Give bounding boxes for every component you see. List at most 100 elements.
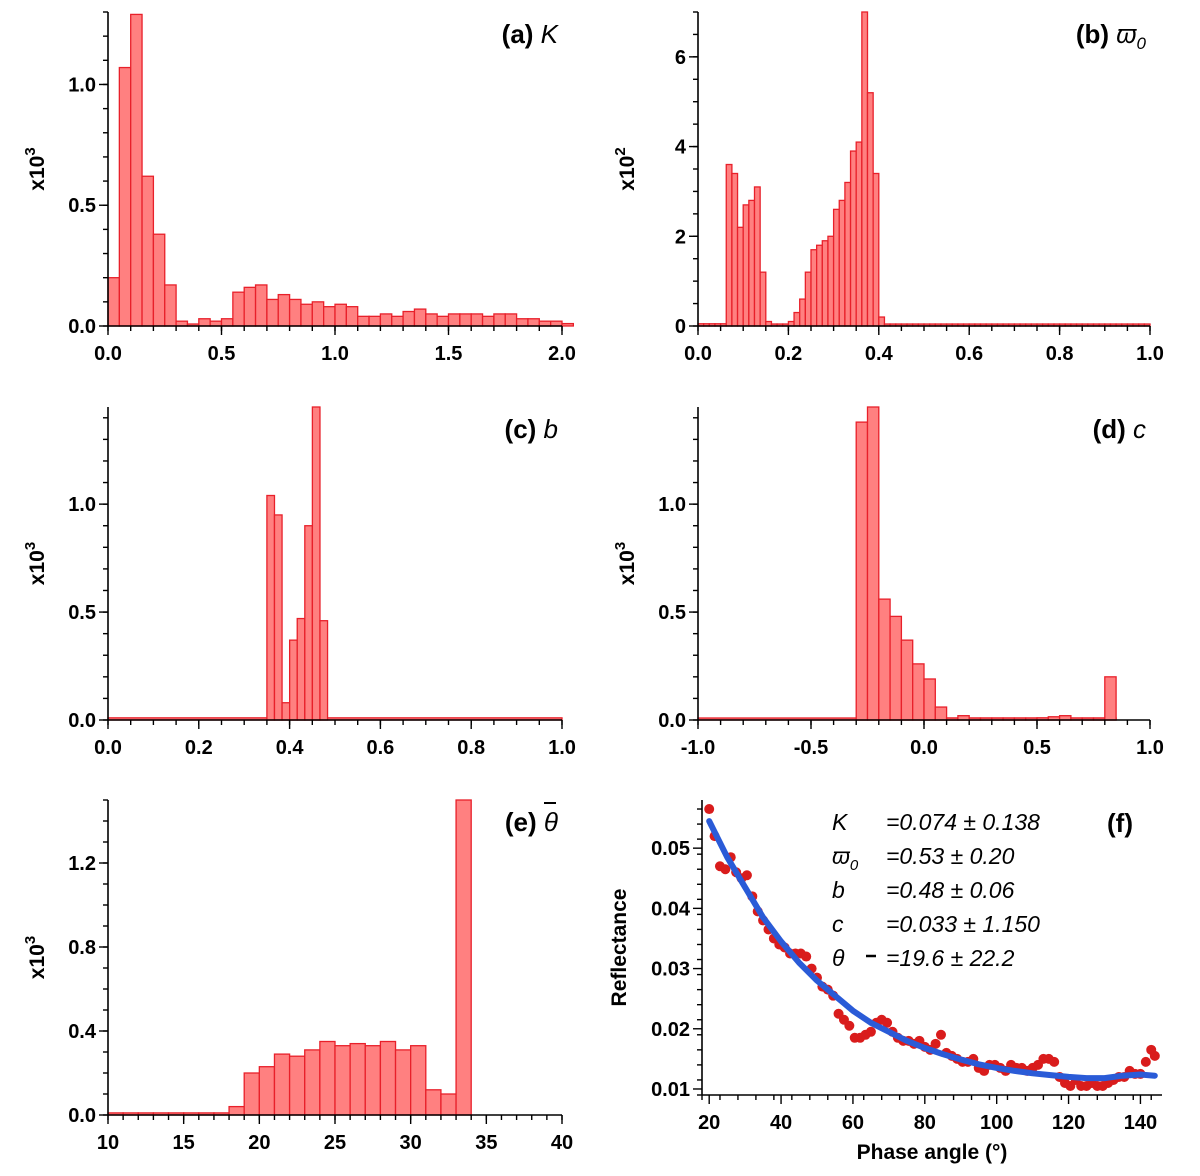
histogram-bar (357, 315, 370, 327)
x-tick-label: 20 (698, 1112, 720, 1134)
histogram-bar (322, 306, 336, 327)
histogram-bar (394, 1049, 412, 1116)
histogram-bar (816, 244, 823, 327)
x-tick-label: 15 (173, 1132, 195, 1154)
y-multiplier-label: x103 (22, 542, 49, 585)
x-tick-label: 0.5 (208, 343, 236, 365)
x-tick-label: 35 (475, 1132, 497, 1154)
histogram-bar (364, 1045, 382, 1116)
histogram-bar (243, 286, 257, 327)
data-point (720, 864, 731, 875)
histogram-bar (878, 316, 886, 327)
histogram-bar (425, 313, 438, 327)
histogram-bar (849, 150, 857, 327)
panel-title: (c) b (505, 414, 558, 444)
histogram-bar (455, 799, 472, 1116)
histogram-bar (118, 66, 132, 327)
param-value: =19.6 ± 22.2 (886, 945, 1015, 971)
panel-c: 0.0 0.2 0.4 0.6 0.8 1.0 0.0 0.5 1.0 x103 (c) b (22, 406, 576, 759)
x-tick-label: 0.6 (955, 343, 983, 365)
histogram-bar (243, 1072, 260, 1116)
x-tick-label: 0.8 (457, 737, 485, 759)
histogram-bar (447, 313, 461, 327)
histogram-bar (753, 186, 761, 327)
y-tick-label: 1.2 (68, 853, 96, 875)
panel-title: (e) θ (505, 807, 558, 837)
histogram-bar (288, 298, 302, 327)
histogram-bar (493, 313, 506, 327)
fit-curve (706, 818, 1158, 1082)
y-tick-label: 1.0 (658, 494, 686, 516)
histogram-bar (413, 308, 427, 327)
y-multiplier-label: x103 (22, 147, 49, 190)
histogram-bar (304, 525, 314, 721)
histogram-bar (266, 494, 276, 721)
panel-e: 10 15 20 25 30 35 40 0.0 0.4 0.8 1.2 x103 (e) θ (22, 799, 573, 1154)
histogram-bar (141, 175, 155, 327)
y-axis-title: Reflectance (608, 889, 631, 1007)
data-point (1049, 1056, 1060, 1067)
histogram-bar (164, 284, 177, 327)
x-tick-label: 0.4 (865, 343, 894, 365)
x-tick-label: 20 (248, 1132, 270, 1154)
y-tick-label: 0.4 (68, 1021, 97, 1043)
histogram-bar (736, 226, 744, 327)
x-tick-label: 0.0 (94, 737, 122, 759)
histogram-bar (866, 92, 874, 327)
histogram-bar (759, 271, 767, 327)
x-tick-label: 1.5 (435, 343, 463, 365)
y-tick-label: 0.8 (68, 937, 96, 959)
histogram-bar (107, 277, 120, 327)
histogram-bar (527, 318, 540, 327)
histogram-bar (152, 233, 166, 327)
data-point (865, 1026, 876, 1037)
histogram-bar (832, 208, 840, 327)
histogram-bar (440, 1093, 457, 1116)
x-tick-label: 0.0 (94, 343, 122, 365)
y-tick-label: 0.0 (68, 1105, 96, 1127)
param-symbol: ϖ0 (832, 843, 859, 874)
panel-title: (a) K (502, 19, 560, 49)
histogram-bar (266, 298, 279, 327)
x-tick-label: 0.8 (1046, 343, 1074, 365)
y-multiplier-label: x103 (612, 542, 639, 585)
histogram-bar (130, 13, 143, 327)
x-tick-label: 100 (980, 1112, 1013, 1134)
y-tick-label: 0.0 (68, 316, 96, 338)
histogram-bar (311, 301, 325, 327)
data-point (844, 1020, 855, 1031)
histogram-bar (804, 271, 812, 327)
histogram-bar (900, 639, 914, 721)
x-tick-label: 120 (1052, 1112, 1085, 1134)
histogram-bar (481, 315, 495, 327)
histogram-bar (844, 181, 852, 327)
x-axis-title: Phase angle (°) (857, 1141, 1008, 1164)
histogram-bar (515, 318, 529, 327)
histogram-bar (391, 315, 404, 327)
x-tick-label: 0.0 (684, 343, 712, 365)
histogram-bar (912, 663, 925, 721)
param-symbol: K (832, 809, 849, 835)
histogram-bar (866, 406, 880, 721)
histogram-bar (878, 598, 891, 721)
param-value: =0.53 ± 0.20 (886, 843, 1015, 869)
data-point (801, 951, 812, 962)
panel-title: (d) c (1093, 414, 1146, 444)
y-tick-label: 1.0 (68, 494, 96, 516)
x-tick-label: -0.5 (794, 737, 828, 759)
y-tick-label: 0.03 (651, 959, 690, 981)
x-tick-label: 30 (400, 1132, 422, 1154)
y-tick-label: 0.0 (68, 710, 96, 732)
x-tick-label: 1.0 (548, 737, 576, 759)
histogram-bar (470, 313, 484, 327)
y-tick-label: 2 (675, 226, 686, 248)
histogram-bar (288, 639, 298, 721)
histogram-bar (349, 1042, 366, 1116)
histogram-bar (379, 313, 393, 327)
histogram-bar (334, 1045, 351, 1116)
panel-title: (f) (1107, 808, 1133, 838)
x-tick-label: 1.0 (1136, 343, 1164, 365)
x-tick-label: 0.2 (185, 737, 213, 759)
histogram-bar (319, 1040, 336, 1116)
x-tick-label: 40 (551, 1132, 573, 1154)
